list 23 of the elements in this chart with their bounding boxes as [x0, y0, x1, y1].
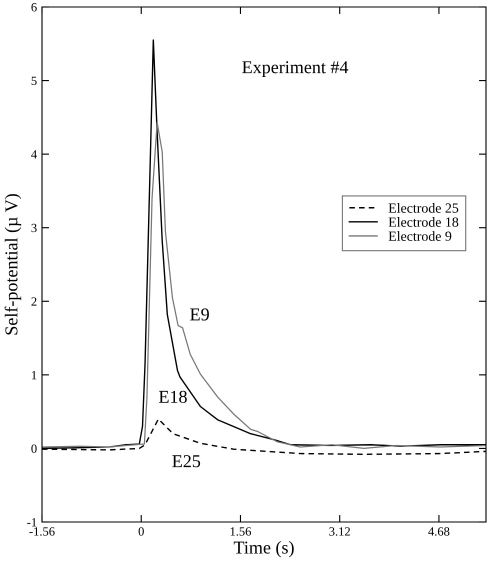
x-tick-label: -1.56 [29, 527, 55, 536]
legend-label: Electrode 9 [388, 231, 452, 241]
y-tick-label: -1 [27, 518, 36, 526]
x-tick-label: 4.68 [428, 527, 450, 536]
annotation: E18 [158, 390, 187, 403]
y-axis-title: Self-potential (µ V) [4, 194, 22, 335]
y-tick-label: 0 [31, 444, 37, 453]
x-axis-title: Time (s) [234, 540, 294, 558]
y-tick-label: 4 [31, 150, 37, 158]
x-tick-label: 3.12 [329, 527, 350, 536]
y-tick-label: 1 [32, 370, 36, 380]
annotation: Experiment #4 [242, 61, 348, 77]
line-series [42, 122, 486, 450]
annotation: E9 [190, 308, 209, 321]
x-tick-label: 1.56 [230, 527, 252, 536]
legend-label: Electrode 18 [388, 217, 458, 227]
y-tick-label: 2 [31, 297, 36, 306]
legend-label: Electrode 25 [388, 202, 458, 213]
annotation: E25 [172, 455, 200, 468]
y-tick-label: 5 [32, 76, 37, 86]
y-tick-label: 3 [31, 224, 37, 232]
x-tick-label: 0 [138, 527, 144, 536]
y-tick-label: 6 [31, 3, 37, 12]
